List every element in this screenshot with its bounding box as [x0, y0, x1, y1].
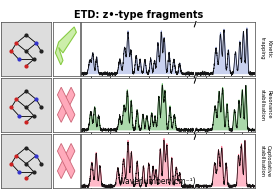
- Polygon shape: [58, 87, 75, 122]
- Polygon shape: [58, 143, 75, 179]
- Text: Captodative
stabilisation: Captodative stabilisation: [260, 145, 271, 177]
- Text: Kinetic
trapping: Kinetic trapping: [260, 37, 271, 60]
- Polygon shape: [58, 143, 75, 179]
- Text: ETD: z•-type fragments: ETD: z•-type fragments: [75, 10, 203, 20]
- Polygon shape: [58, 87, 75, 122]
- Polygon shape: [55, 27, 76, 65]
- Text: Resonance
stabilisation: Resonance stabilisation: [260, 89, 271, 121]
- Text: Wavenumber (cm⁻¹): Wavenumber (cm⁻¹): [118, 177, 196, 186]
